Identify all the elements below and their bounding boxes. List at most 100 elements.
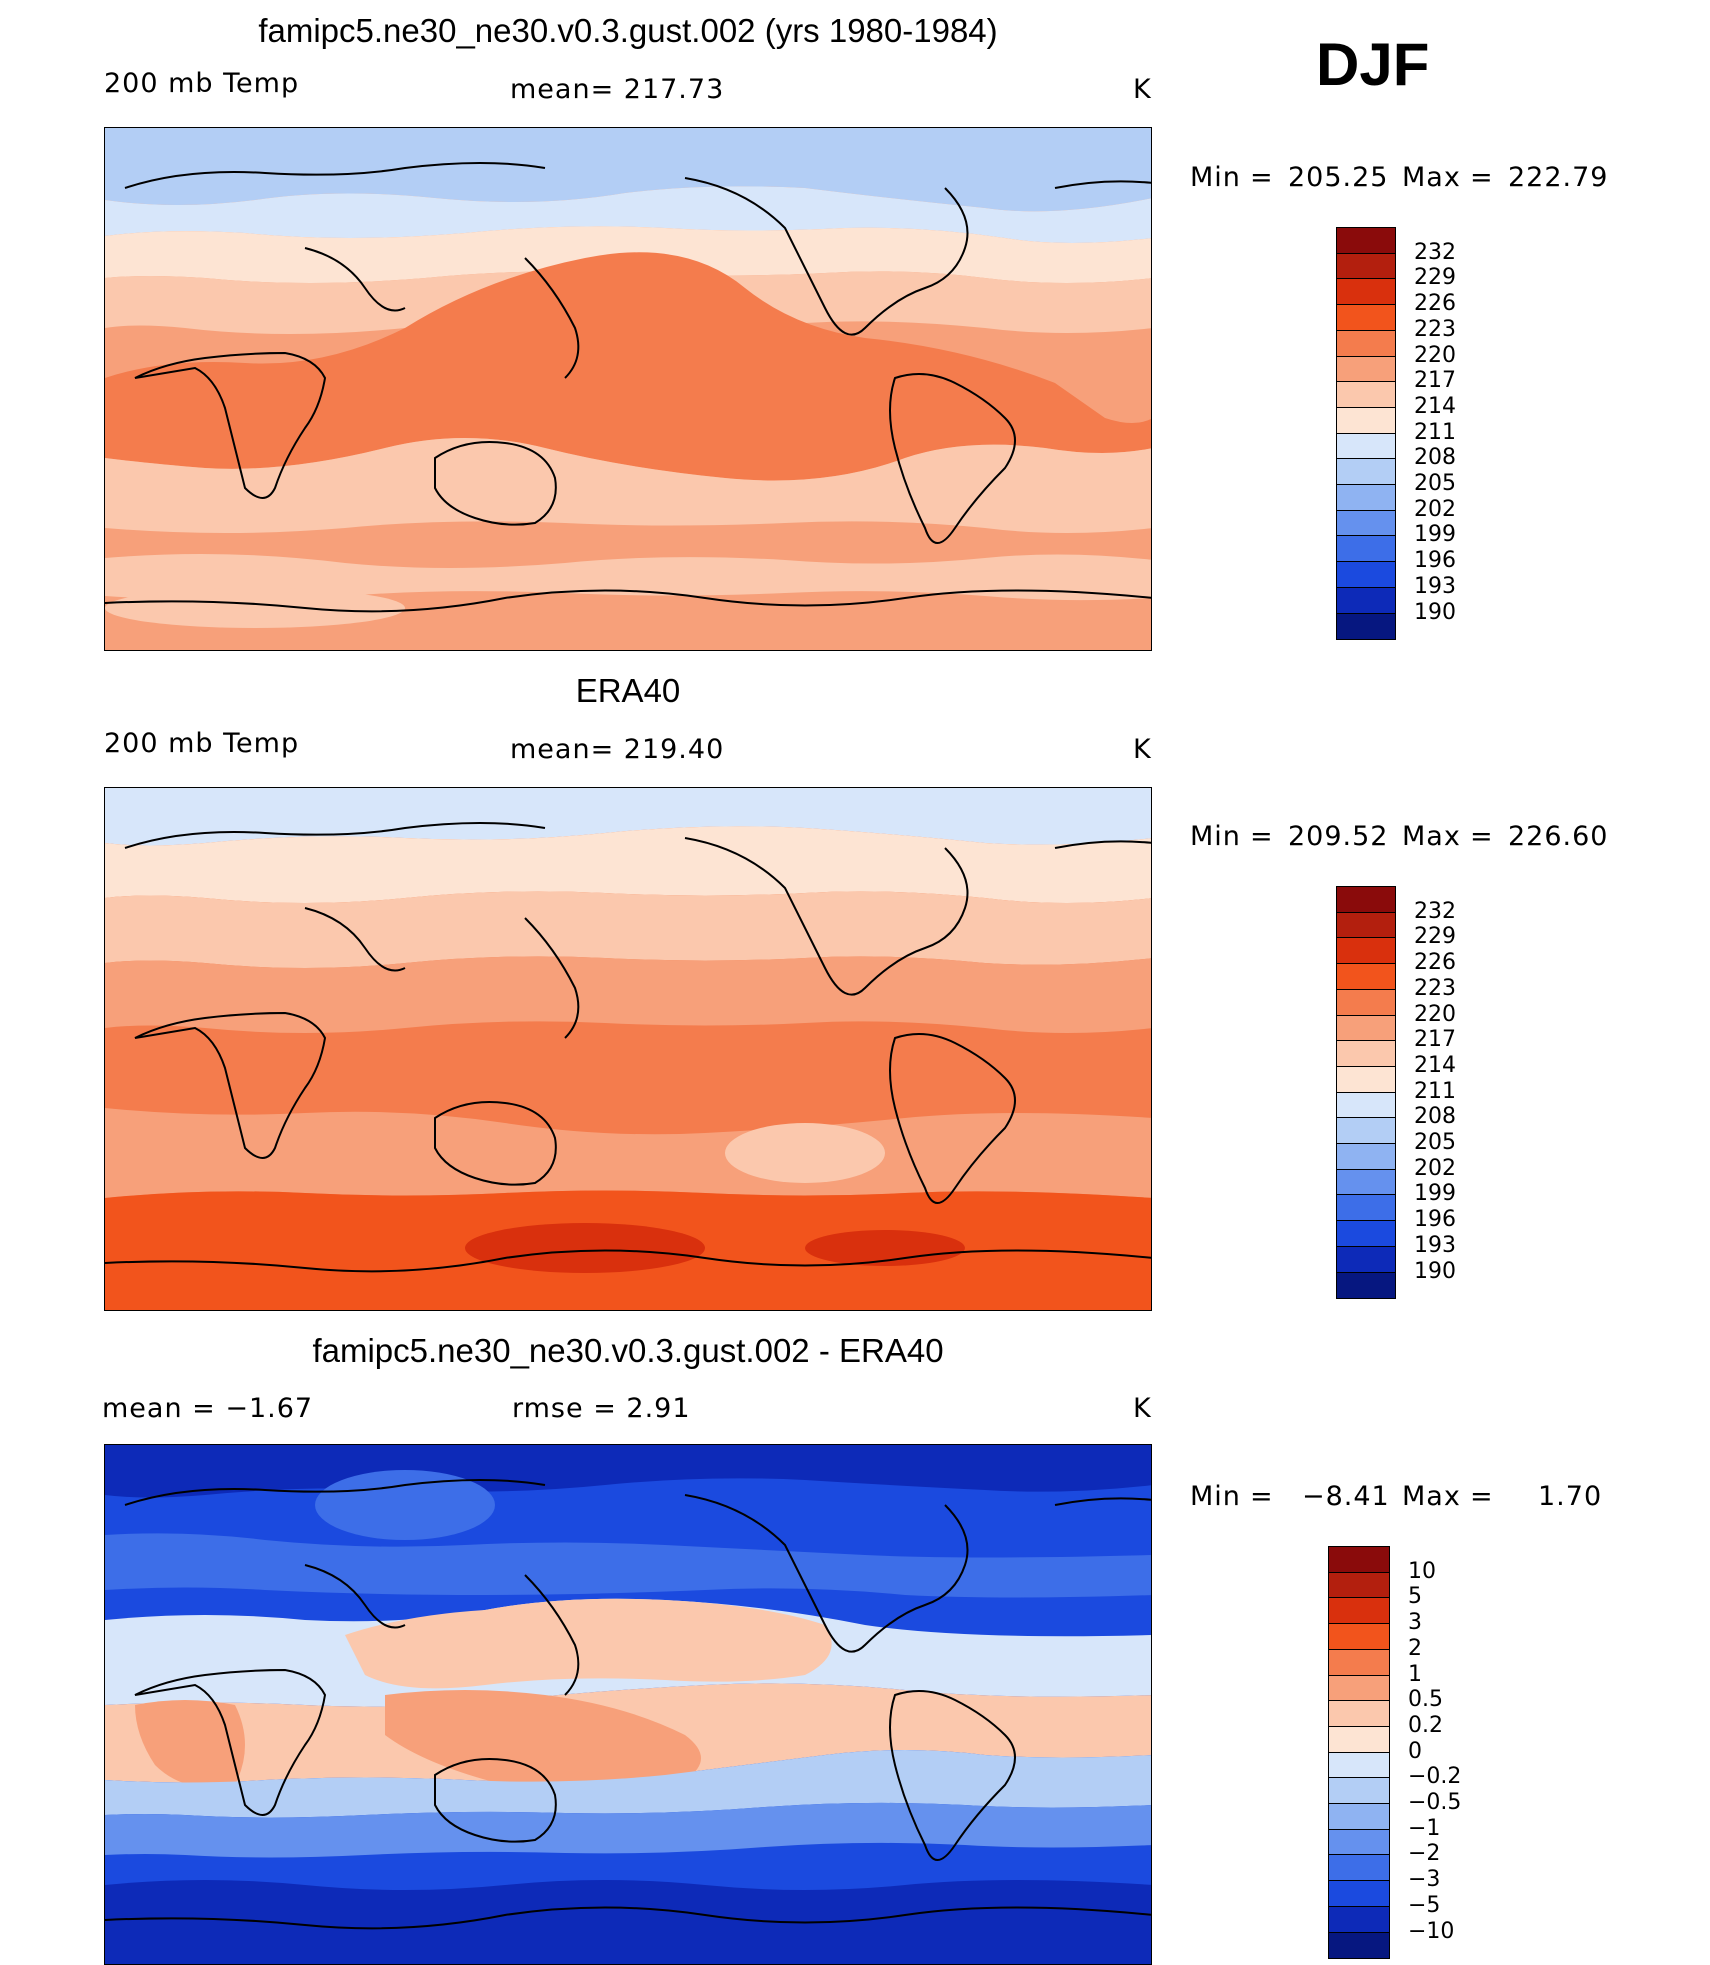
colorbar-tick-label: 5: [1408, 1584, 1422, 1610]
colorbar-tick-label: 0.2: [1408, 1712, 1443, 1738]
colorbar-tick-label: 223: [1414, 975, 1456, 1001]
colorbar-tick-label: 232: [1414, 239, 1456, 265]
panel-1-min-equals: =: [1250, 162, 1274, 193]
colorbar-tick-label: 190: [1414, 599, 1456, 625]
colorbar-swatch: [1336, 1117, 1396, 1145]
panel-3-rmse: rmse = 2.91: [512, 1393, 691, 1424]
colorbar-swatch: [1328, 1571, 1390, 1599]
colorbar-tick-label: 214: [1414, 1052, 1456, 1078]
panel-2-map: [104, 787, 1152, 1311]
colorbar-tick-label: 217: [1414, 1027, 1456, 1053]
panel-3-units: K: [1133, 1393, 1152, 1424]
colorbar-swatch: [1336, 304, 1396, 332]
panel-2-max-value: 226.60: [1508, 821, 1609, 852]
panel-3-mean: mean = −1.67: [102, 1393, 314, 1424]
panel-1-mean: mean= 217.73: [510, 74, 725, 105]
panel-3-contour-plot: [105, 1445, 1151, 1964]
colorbar-tick-label: 229: [1414, 265, 1456, 291]
colorbar-tick-label: 199: [1414, 1181, 1456, 1207]
colorbar-tick-label: −2: [1408, 1841, 1441, 1867]
panel-2-min-value: 209.52: [1288, 821, 1389, 852]
colorbar-swatch: [1328, 1725, 1390, 1754]
colorbar-tick-label: 0: [1408, 1738, 1422, 1764]
colorbar-tick-label: 1: [1408, 1661, 1422, 1687]
colorbar-swatch: [1328, 1751, 1390, 1779]
colorbar-swatch: [1336, 988, 1396, 1016]
colorbar-tick-label: 232: [1414, 898, 1456, 924]
colorbar-swatch: [1336, 509, 1396, 537]
panel-3-title: famipc5.ne30_ne30.v0.3.gust.002 - ERA40: [312, 1332, 944, 1369]
colorbar-tick-label: −10: [1408, 1918, 1455, 1944]
colorbar-tick-label: 229: [1414, 924, 1456, 950]
panel-1-contour-plot: [105, 128, 1151, 650]
colorbar-swatch: [1328, 1623, 1390, 1651]
panel-2-contour-plot: [105, 788, 1151, 1310]
panel-3-map: [104, 1444, 1152, 1965]
panel-1-min-label: Min: [1190, 162, 1241, 193]
panel-1-max-label: Max: [1402, 162, 1461, 193]
colorbar-swatch: [1328, 1931, 1390, 1959]
colorbar-tick-label: 211: [1414, 1078, 1456, 1104]
colorbar-tick-label: 223: [1414, 316, 1456, 342]
colorbar-tick-label: 226: [1414, 291, 1456, 317]
panel-2-min-label: Min: [1190, 821, 1241, 852]
colorbar-swatch: [1336, 381, 1396, 409]
panel-2-field-label: 200 mb Temp: [104, 728, 300, 759]
colorbar-swatch: [1336, 458, 1396, 486]
panel-2-mean: mean= 219.40: [510, 734, 725, 765]
season-label: DJF: [1316, 31, 1430, 98]
colorbar-tick-label: 202: [1414, 496, 1456, 522]
colorbar-swatch: [1336, 432, 1396, 460]
colorbar-tick-label: 0.5: [1408, 1687, 1443, 1713]
colorbar-swatch: [1336, 612, 1396, 640]
colorbar-tick-label: 211: [1414, 419, 1456, 445]
colorbar-swatch: [1336, 1143, 1396, 1171]
colorbar-tick-label: 3: [1408, 1610, 1422, 1636]
colorbar-swatch: [1336, 535, 1396, 563]
colorbar-swatch: [1328, 1905, 1390, 1933]
colorbar-swatch: [1336, 1014, 1396, 1042]
colorbar-tick-label: −0.5: [1408, 1790, 1462, 1815]
colorbar-swatch: [1336, 1168, 1396, 1196]
colorbar-swatch: [1328, 1546, 1390, 1574]
colorbar-swatch: [1328, 1880, 1390, 1908]
colorbar-swatch: [1336, 484, 1396, 512]
colorbar-swatch: [1336, 1065, 1396, 1094]
colorbar-tick-label: 193: [1414, 573, 1456, 599]
panel-1-max-value: 222.79: [1508, 162, 1609, 193]
colorbar-swatch: [1336, 406, 1396, 435]
panel-1-field-label: 200 mb Temp: [104, 68, 300, 99]
colorbar-swatch: [1328, 1803, 1390, 1831]
colorbar-tick-label: 226: [1414, 950, 1456, 976]
colorbar-swatch: [1328, 1828, 1390, 1856]
colorbar-swatch: [1336, 561, 1396, 589]
colorbar-tick-label: −0.2: [1408, 1764, 1462, 1790]
panel-1-min-value: 205.25: [1288, 162, 1389, 193]
colorbar-swatch: [1328, 1648, 1390, 1676]
colorbar-tick-label: 196: [1414, 548, 1456, 574]
colorbar-swatch: [1328, 1854, 1390, 1882]
colorbar-swatch: [1336, 886, 1396, 914]
colorbar-swatch: [1336, 963, 1396, 991]
colorbar-tick-label: 196: [1414, 1207, 1456, 1233]
panel-1-title: famipc5.ne30_ne30.v0.3.gust.002 (yrs 198…: [258, 12, 998, 49]
colorbar-tick-label: 10: [1408, 1558, 1436, 1584]
panel-3-min-value: −8.41: [1302, 1481, 1390, 1512]
colorbar-swatch: [1336, 355, 1396, 383]
panel-3-min-label: Min: [1190, 1481, 1241, 1512]
colorbar-tick-label: 2: [1408, 1635, 1422, 1661]
colorbar-swatch: [1336, 227, 1396, 255]
colorbar-tick-label: 208: [1414, 1104, 1456, 1130]
panel-2-units: K: [1133, 734, 1152, 765]
colorbar-tick-label: 214: [1414, 393, 1456, 419]
panel-2-max-label: Max: [1402, 821, 1461, 852]
panel-3-min-equals: =: [1250, 1481, 1274, 1512]
colorbar-swatch: [1336, 252, 1396, 280]
colorbar-swatch: [1336, 911, 1396, 939]
colorbar-swatch: [1328, 1597, 1390, 1625]
colorbar-swatch: [1336, 1271, 1396, 1299]
colorbar-tick-label: 205: [1414, 1130, 1456, 1155]
colorbar-tick-label: −1: [1408, 1815, 1441, 1841]
colorbar-tick-label: 220: [1414, 1001, 1456, 1027]
colorbar-tick-label: 205: [1414, 471, 1456, 496]
